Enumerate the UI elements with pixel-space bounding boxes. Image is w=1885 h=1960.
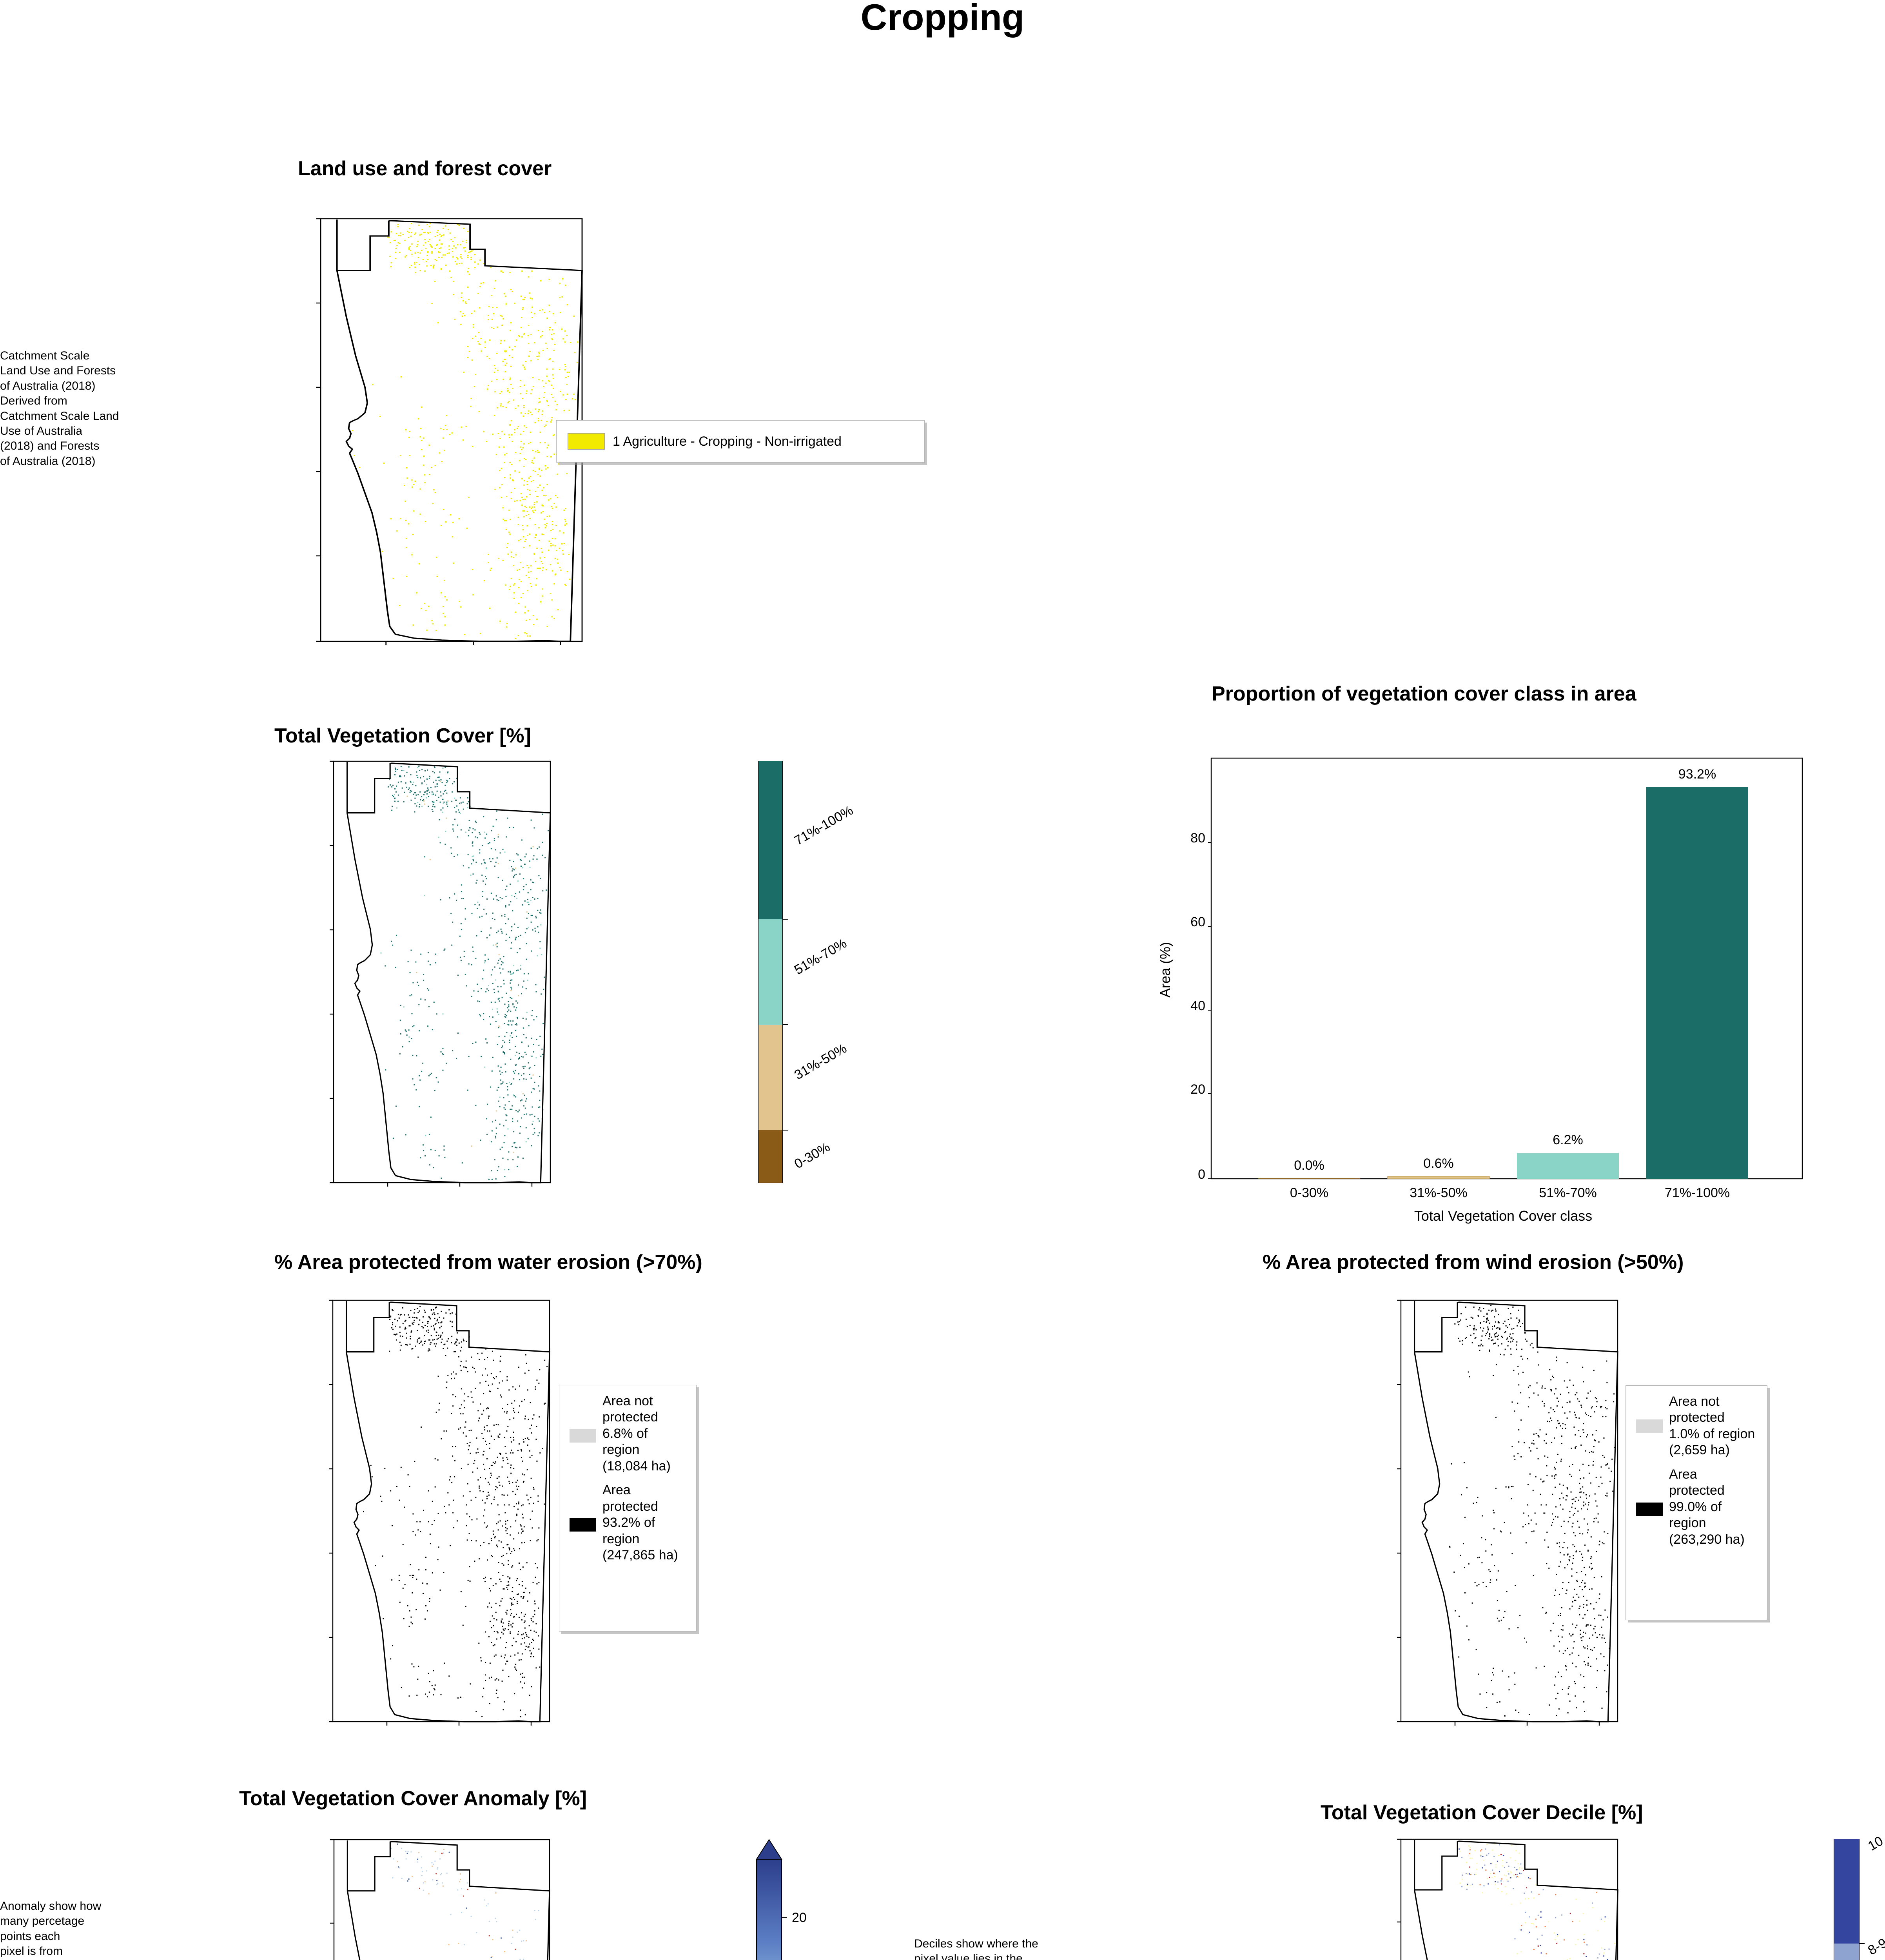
- svg-text:Total Vegetation Cover class: Total Vegetation Cover class: [1414, 1208, 1592, 1224]
- svg-text:31%-50%: 31%-50%: [792, 1041, 849, 1083]
- svg-text:6.2%: 6.2%: [1553, 1132, 1583, 1147]
- svg-text:0.0%: 0.0%: [1294, 1158, 1324, 1173]
- svg-text:60: 60: [1190, 915, 1205, 929]
- svg-text:40: 40: [1190, 998, 1205, 1013]
- svg-text:0-30%: 0-30%: [1290, 1185, 1328, 1200]
- svg-text:20: 20: [1190, 1082, 1205, 1097]
- svg-text:31%-50%: 31%-50%: [1410, 1185, 1467, 1200]
- svg-text:20: 20: [792, 1910, 807, 1925]
- svg-text:80: 80: [1190, 831, 1205, 846]
- svg-text:10: 10: [1865, 1833, 1885, 1854]
- svg-text:51%-70%: 51%-70%: [792, 936, 849, 978]
- svg-text:71%-100%: 71%-100%: [792, 803, 856, 848]
- svg-text:Area (%): Area (%): [1157, 942, 1173, 998]
- svg-text:71%-100%: 71%-100%: [1665, 1185, 1730, 1200]
- svg-text:0-30%: 0-30%: [792, 1140, 833, 1172]
- svg-text:93.2%: 93.2%: [1678, 767, 1716, 782]
- svg-text:0.6%: 0.6%: [1423, 1156, 1454, 1171]
- svg-text:51%-70%: 51%-70%: [1539, 1185, 1597, 1200]
- svg-text:8-9: 8-9: [1865, 1935, 1885, 1958]
- svg-text:0: 0: [1198, 1167, 1205, 1182]
